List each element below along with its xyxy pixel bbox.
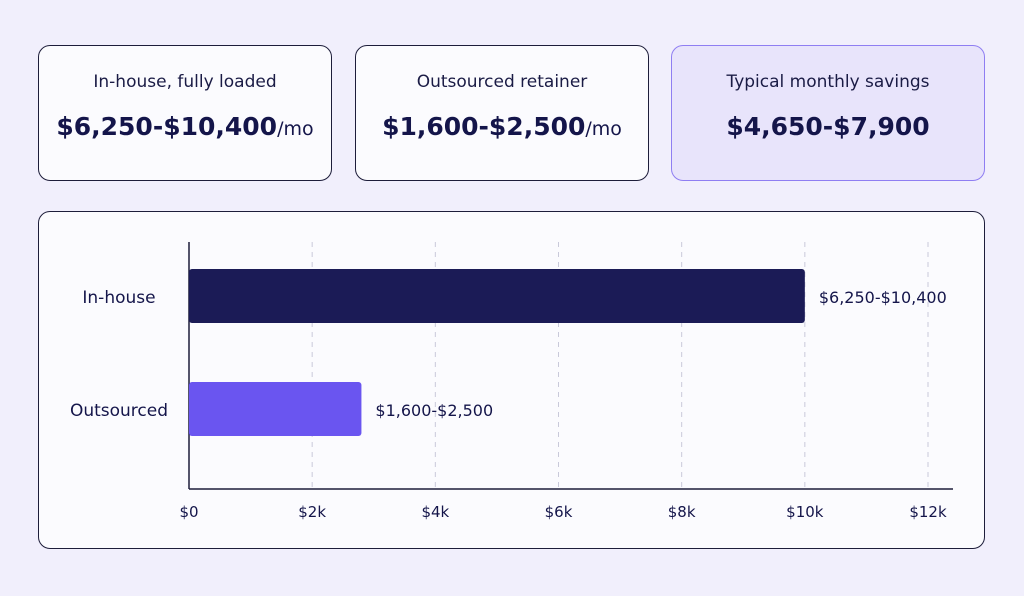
x-tick-label-5: $10k [786,503,824,521]
outsourced-card-label: Outsourced retainer [416,72,588,92]
data-label-in-house: $6,250-$10,400 [819,288,947,307]
bar-in-house [189,269,805,323]
x-tick-label-0: $0 [179,503,198,521]
outsourced-card-value: $1,600-$2,500/mo [356,112,648,141]
inhouse-card-value: $6,250-$10,400/mo [39,112,331,141]
outsourced-card-amount: $1,600-$2,500 [382,112,586,141]
category-label-outsourced: Outsourced [70,401,168,421]
bar-outsourced [189,382,362,436]
outsourced-card: Outsourced retainer $1,600-$2,500/mo [355,45,649,181]
savings-card-value: $4,650-$7,900 [672,112,984,141]
savings-card-amount: $4,650-$7,900 [726,112,930,141]
inhouse-card-unit: /mo [277,118,314,140]
x-tick-label-2: $4k [421,503,449,521]
category-label-in-house: In-house [82,288,155,308]
x-tick-label-3: $6k [545,503,573,521]
data-label-outsourced: $1,600-$2,500 [375,401,493,420]
inhouse-card: In-house, fully loaded $6,250-$10,400/mo [38,45,332,181]
x-tick-label-4: $8k [668,503,696,521]
x-tick-label-1: $2k [298,503,326,521]
bar-chart: $0 $2k $4k $6k $8k $10k $12k In-house $6,250-$10… [70,242,953,521]
inhouse-card-label: In-house, fully loaded [93,72,277,92]
savings-card: Typical monthly savings $4,650-$7,900 [671,45,985,181]
outsourced-card-unit: /mo [585,118,622,140]
x-tick-label-6: $12k [909,503,947,521]
inhouse-card-amount: $6,250-$10,400 [56,112,278,141]
savings-card-label: Typical monthly savings [726,72,930,92]
chart-panel: $0 $2k $4k $6k $8k $10k $12k In-house $6,250-$10… [38,211,985,549]
